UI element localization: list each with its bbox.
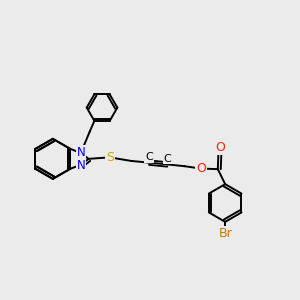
Text: N: N [76,146,85,159]
Text: O: O [196,162,206,175]
Text: O: O [215,141,225,154]
Text: S: S [106,151,114,164]
Text: C: C [145,152,153,162]
Text: N: N [76,159,85,172]
Text: C: C [164,154,171,164]
Text: Br: Br [218,226,232,239]
